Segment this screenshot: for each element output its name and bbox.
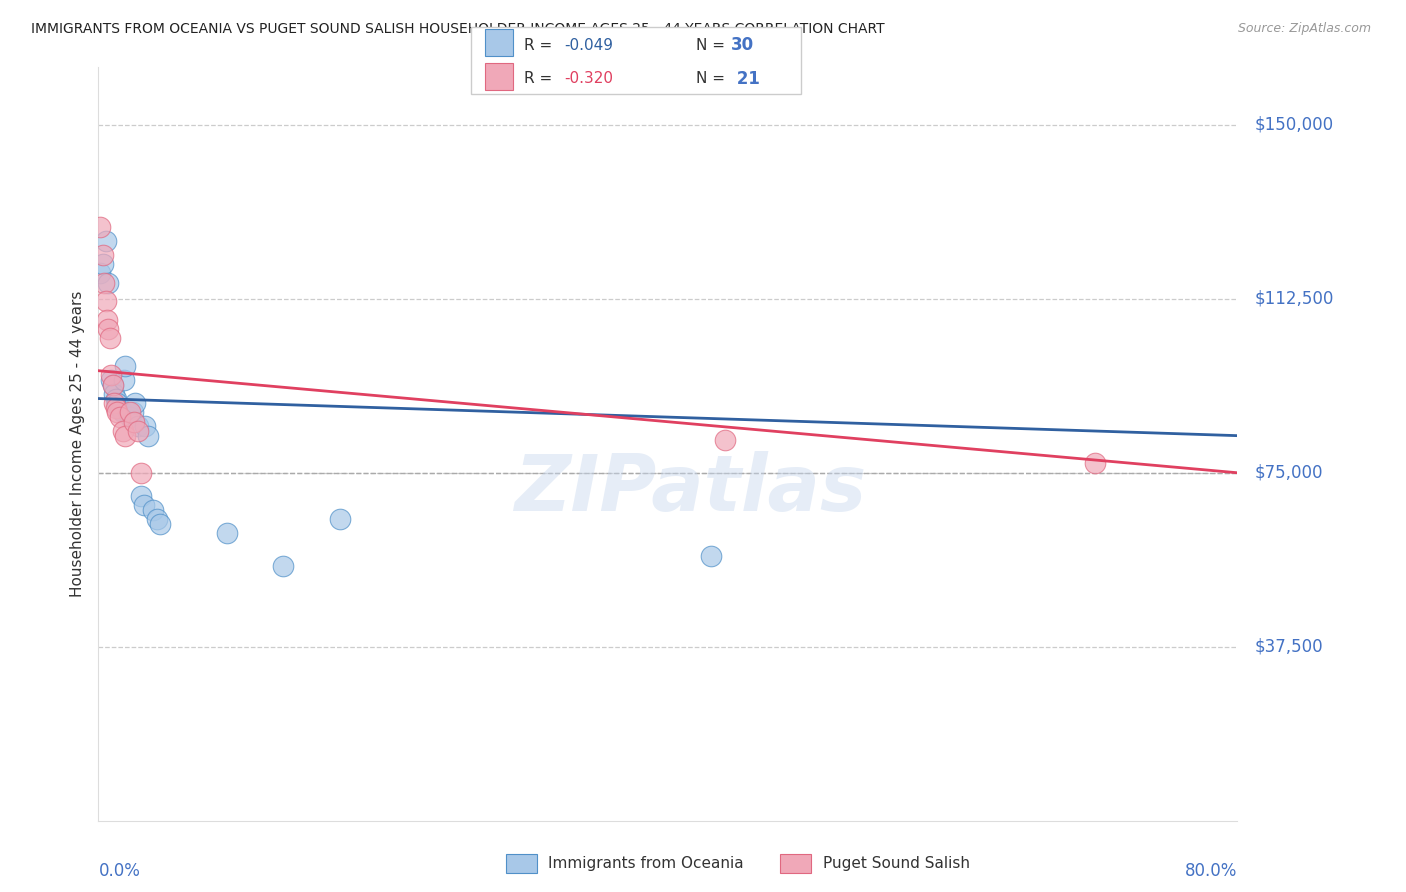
Text: 30: 30: [731, 37, 754, 54]
Text: 21: 21: [731, 70, 759, 88]
Point: [129, 466, 152, 480]
Text: -0.049: -0.049: [564, 38, 613, 53]
Point: [118, 405, 141, 419]
Point: [96, 312, 118, 326]
Point: [714, 434, 737, 448]
Text: 0.0%: 0.0%: [98, 862, 141, 880]
Point: [149, 516, 172, 531]
Text: $37,500: $37,500: [1254, 638, 1323, 656]
Text: $75,000: $75,000: [1254, 464, 1323, 482]
Point: [98, 331, 121, 345]
Text: $112,500: $112,500: [1254, 290, 1334, 308]
Point: [89, 266, 111, 280]
Point: [101, 377, 124, 392]
Point: [111, 424, 134, 438]
Point: [89, 219, 111, 234]
Point: [136, 428, 159, 442]
Point: [103, 396, 125, 410]
Point: [122, 415, 145, 429]
Point: [1084, 457, 1107, 471]
Point: [127, 424, 149, 438]
Point: [117, 405, 139, 419]
Y-axis label: Householder Income Ages 25 - 44 years: Householder Income Ages 25 - 44 years: [69, 291, 84, 597]
Point: [93, 276, 115, 290]
Point: [104, 392, 127, 406]
Point: [104, 401, 127, 415]
Text: R =: R =: [524, 71, 558, 87]
Point: [134, 419, 156, 434]
Point: [114, 359, 136, 373]
Point: [100, 373, 122, 387]
Point: [91, 257, 114, 271]
Point: [91, 248, 114, 262]
Text: N =: N =: [696, 38, 730, 53]
Point: [108, 401, 131, 415]
Text: Puget Sound Salish: Puget Sound Salish: [823, 856, 970, 871]
Point: [699, 549, 721, 564]
Point: [273, 558, 295, 573]
Point: [129, 489, 152, 503]
Point: [101, 377, 124, 392]
Point: [94, 294, 117, 309]
Point: [215, 526, 238, 541]
Text: Source: ZipAtlas.com: Source: ZipAtlas.com: [1237, 22, 1371, 36]
Text: $150,000: $150,000: [1254, 116, 1333, 134]
Point: [103, 387, 125, 401]
Point: [118, 410, 141, 425]
Text: N =: N =: [696, 71, 730, 87]
Point: [97, 322, 120, 336]
Text: Immigrants from Oceania: Immigrants from Oceania: [548, 856, 744, 871]
Text: IMMIGRANTS FROM OCEANIA VS PUGET SOUND SALISH HOUSEHOLDER INCOME AGES 25 - 44 YE: IMMIGRANTS FROM OCEANIA VS PUGET SOUND S…: [31, 22, 884, 37]
Point: [105, 405, 128, 419]
Text: 80.0%: 80.0%: [1185, 862, 1237, 880]
Point: [121, 405, 143, 419]
Point: [329, 512, 352, 526]
Point: [110, 403, 132, 417]
Point: [132, 498, 155, 512]
Point: [146, 512, 169, 526]
Text: R =: R =: [524, 38, 558, 53]
Text: -0.320: -0.320: [564, 71, 613, 87]
Point: [141, 503, 163, 517]
Point: [112, 373, 135, 387]
Point: [108, 410, 131, 425]
Point: [94, 234, 117, 248]
Point: [127, 419, 149, 434]
Point: [114, 428, 136, 442]
Text: ZIPatlas: ZIPatlas: [515, 451, 866, 527]
Point: [97, 276, 120, 290]
Point: [100, 368, 122, 383]
Point: [111, 405, 134, 419]
Point: [105, 396, 128, 410]
Point: [124, 396, 146, 410]
